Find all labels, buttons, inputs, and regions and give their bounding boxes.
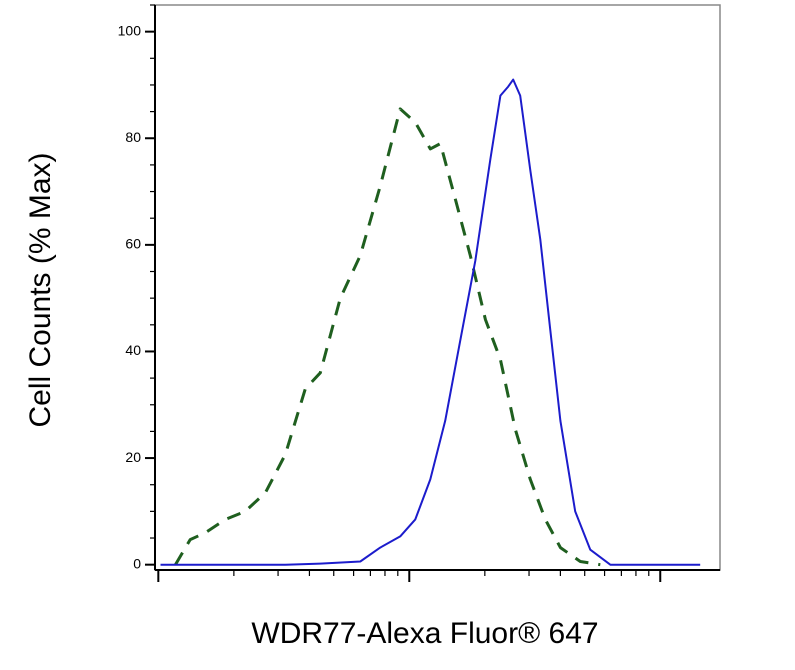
histogram-line (174, 107, 601, 567)
histogram-line (160, 78, 701, 566)
y-axis-label: Cell Counts (% Max) (24, 152, 57, 427)
x-axis-label: WDR77-Alexa Fluor® 647 (251, 617, 598, 650)
plot-frame (154, 4, 721, 571)
y-tick-label: 60 (125, 236, 141, 252)
y-tick-label: 0 (133, 555, 141, 571)
y-tick-label: 100 (118, 22, 142, 38)
y-tick-label: 80 (125, 129, 141, 145)
y-tick-label: 40 (125, 342, 141, 358)
y-tick-label: 20 (125, 449, 141, 465)
